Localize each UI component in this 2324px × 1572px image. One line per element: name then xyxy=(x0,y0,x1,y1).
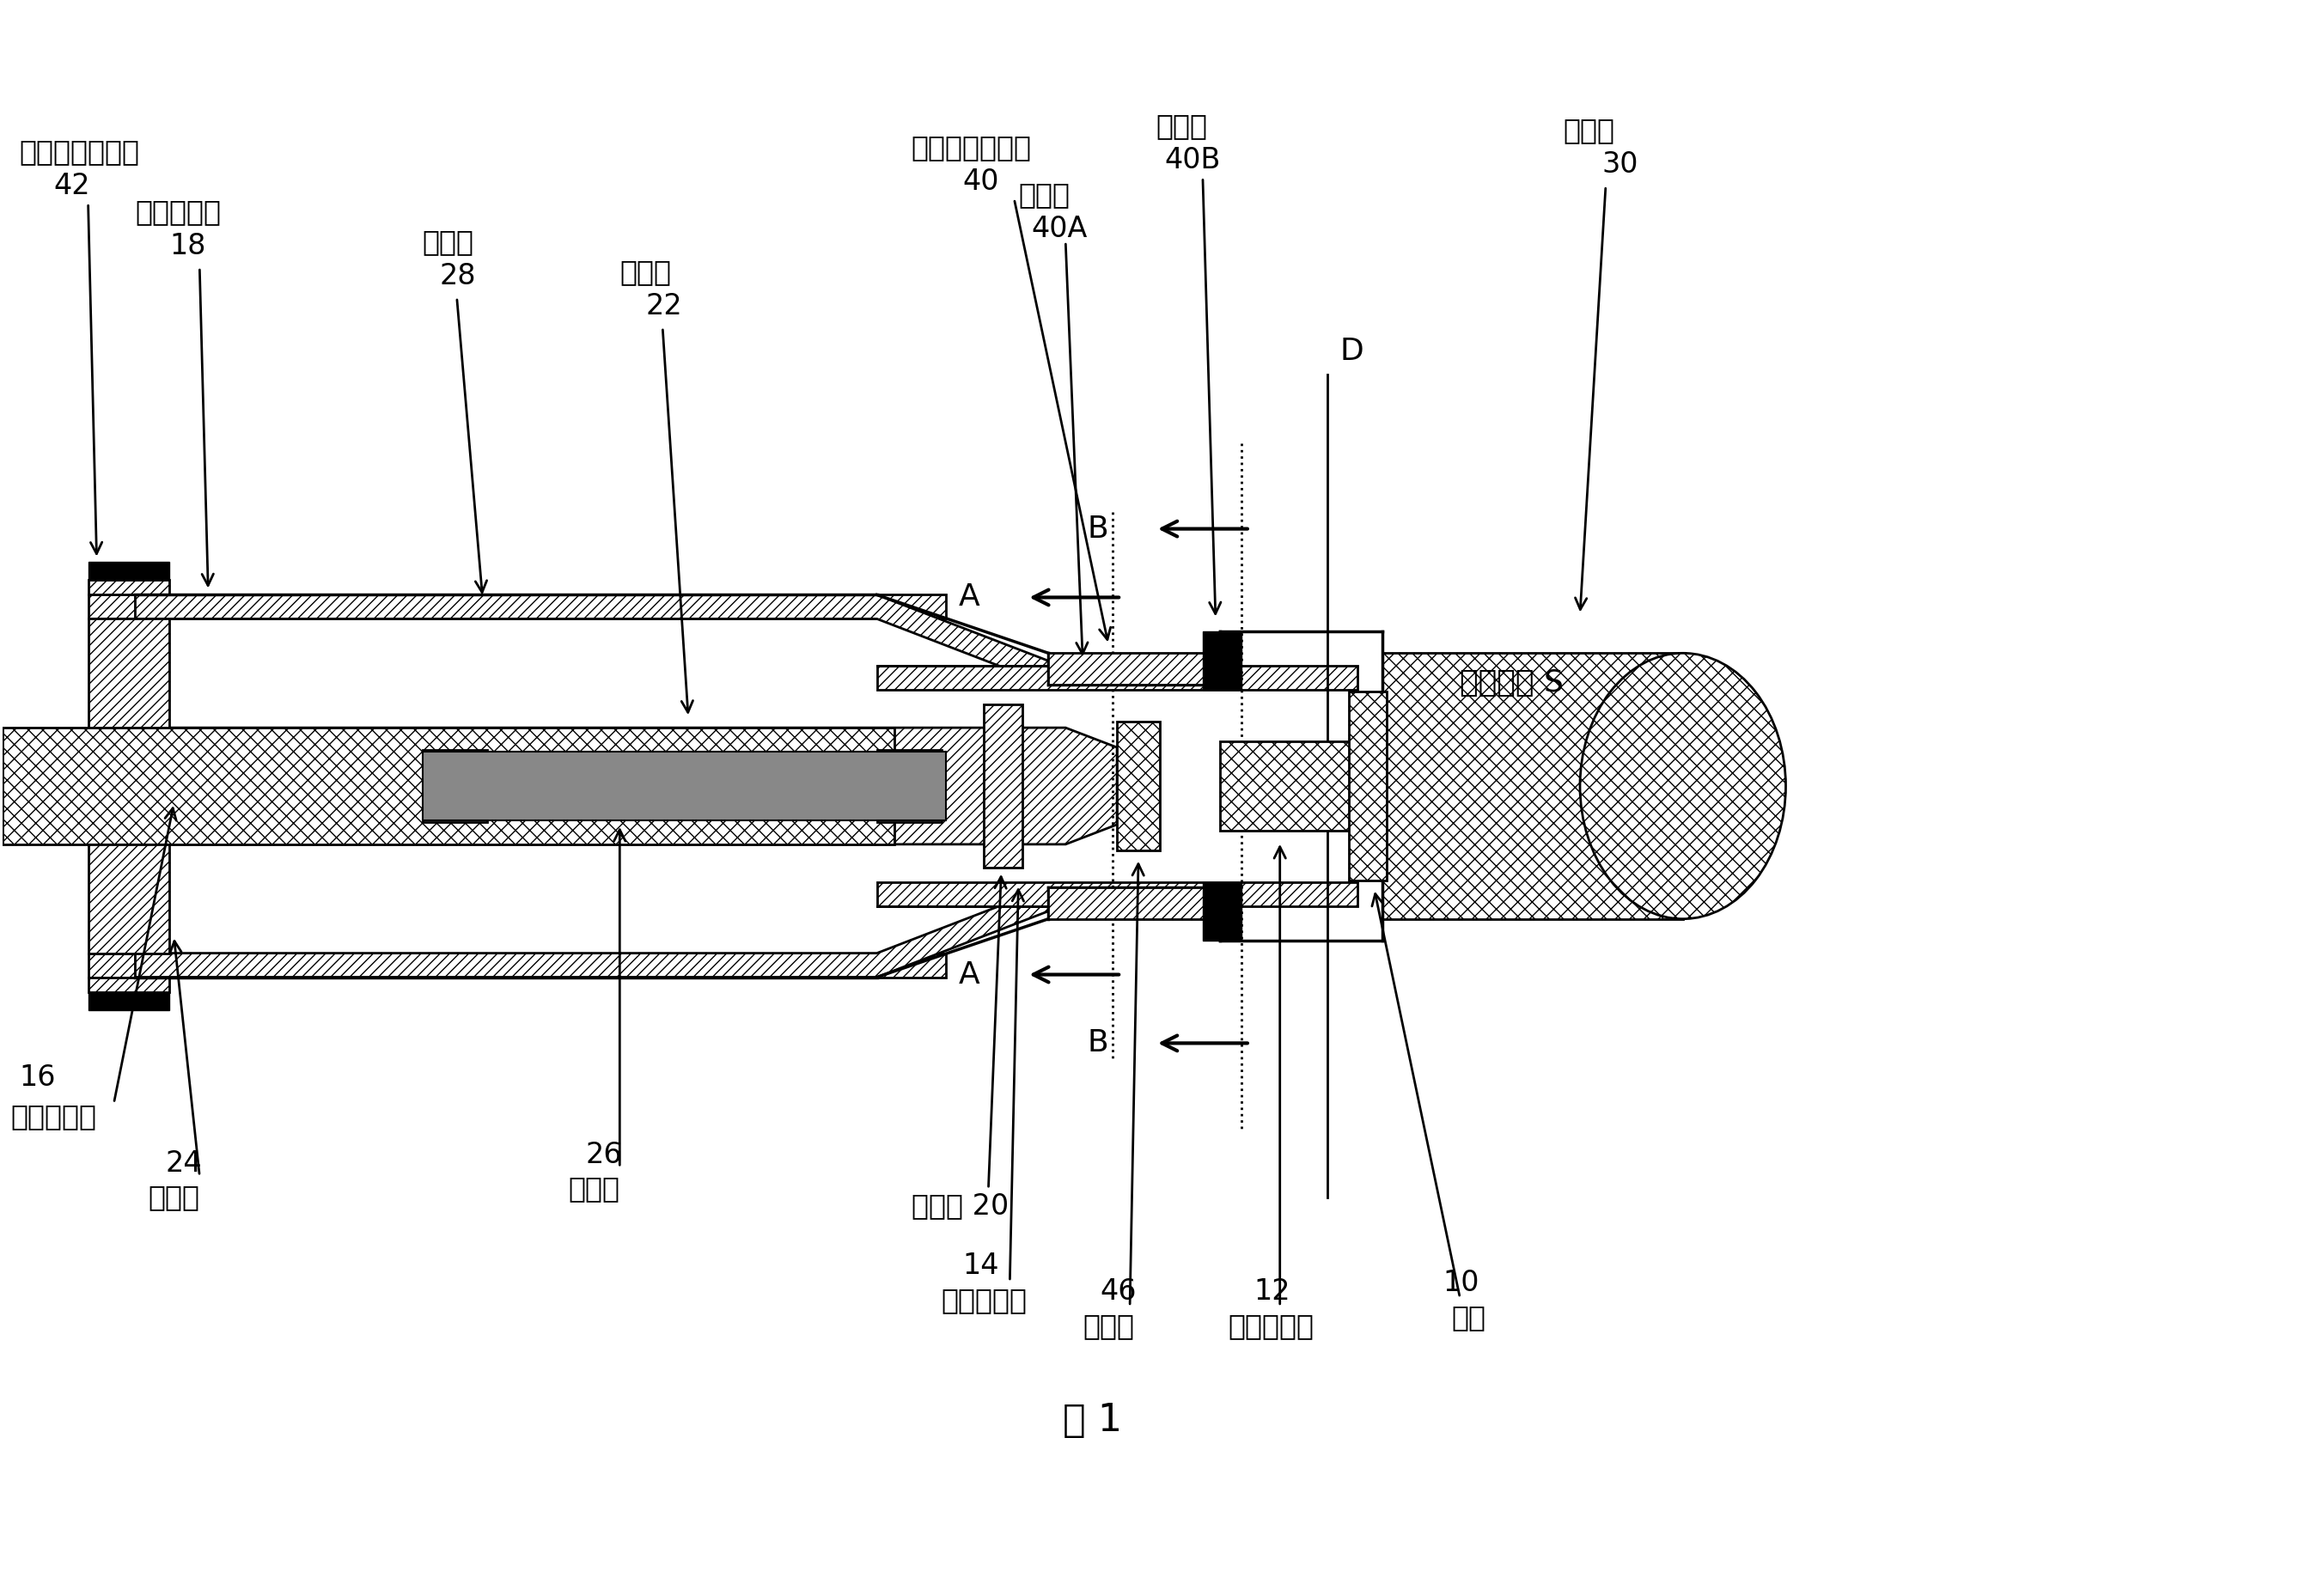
Text: 玻璃管固定部件: 玻璃管固定部件 xyxy=(19,137,139,165)
Text: 12: 12 xyxy=(1255,1278,1290,1306)
Text: 16: 16 xyxy=(19,1063,56,1091)
Text: 10: 10 xyxy=(1443,1269,1480,1297)
Text: D: D xyxy=(1341,336,1364,366)
Text: 42: 42 xyxy=(53,171,91,200)
Text: 内部玻璃管: 内部玻璃管 xyxy=(941,1286,1027,1314)
Bar xyxy=(1118,722,1160,850)
Bar xyxy=(876,667,1357,690)
Text: 放电管: 放电管 xyxy=(1562,116,1615,145)
Bar xyxy=(88,580,170,594)
Text: 图 1: 图 1 xyxy=(1062,1402,1122,1438)
Text: 玻璃管固定部件: 玻璃管固定部件 xyxy=(911,134,1032,162)
Bar xyxy=(88,844,170,953)
Text: 电极: 电极 xyxy=(1452,1303,1485,1331)
Text: 止挡部: 止挡部 xyxy=(1155,112,1206,140)
Text: 18: 18 xyxy=(170,231,207,259)
Text: 40B: 40B xyxy=(1164,146,1220,174)
Bar xyxy=(88,619,170,728)
Text: 46: 46 xyxy=(1099,1278,1136,1306)
Text: 金属环 20: 金属环 20 xyxy=(911,1192,1009,1220)
Bar xyxy=(423,751,946,821)
Bar xyxy=(1383,652,1683,920)
Bar xyxy=(876,690,1357,882)
Ellipse shape xyxy=(1580,652,1785,920)
Bar xyxy=(1204,632,1241,690)
Bar xyxy=(1048,652,1220,685)
Text: 放电空间 S: 放电空间 S xyxy=(1459,668,1564,698)
Polygon shape xyxy=(135,728,1118,844)
Text: 22: 22 xyxy=(646,292,683,321)
Text: 金属箔: 金属箔 xyxy=(569,1174,621,1203)
Text: 外部导线棒: 外部导线棒 xyxy=(12,1102,98,1130)
Polygon shape xyxy=(135,887,1048,978)
Text: 玻璃棒: 玻璃棒 xyxy=(621,258,672,286)
Bar xyxy=(983,704,1023,868)
Text: 金属环: 金属环 xyxy=(149,1184,200,1212)
Text: 14: 14 xyxy=(962,1251,999,1280)
Bar xyxy=(876,750,941,822)
Text: 卷绕箔: 卷绕箔 xyxy=(1083,1313,1134,1341)
Bar xyxy=(1220,742,1383,830)
Bar xyxy=(88,953,946,978)
Bar xyxy=(876,882,1357,905)
Text: 密封管: 密封管 xyxy=(423,228,474,256)
Text: 外部玻璃管: 外部玻璃管 xyxy=(135,198,221,226)
Bar xyxy=(88,992,170,1011)
Text: 内部导线棒: 内部导线棒 xyxy=(1229,1313,1315,1341)
Bar xyxy=(423,750,486,822)
Text: 40A: 40A xyxy=(1032,215,1088,244)
Text: A: A xyxy=(957,583,981,612)
Text: B: B xyxy=(1088,1028,1109,1058)
Text: 卷绕部: 卷绕部 xyxy=(1018,181,1069,209)
Bar xyxy=(1048,887,1220,920)
Bar xyxy=(88,594,946,619)
Text: 26: 26 xyxy=(586,1140,623,1170)
Text: 30: 30 xyxy=(1601,151,1638,179)
Text: 28: 28 xyxy=(439,263,476,291)
Bar xyxy=(1204,882,1241,940)
Bar xyxy=(2,728,895,844)
Text: 40: 40 xyxy=(962,168,999,196)
Bar xyxy=(1348,692,1387,880)
Text: 24: 24 xyxy=(165,1149,202,1177)
Text: A: A xyxy=(957,960,981,989)
Bar xyxy=(88,978,170,992)
Polygon shape xyxy=(135,594,1048,685)
Bar xyxy=(88,561,170,580)
Bar xyxy=(1385,656,1680,916)
Text: B: B xyxy=(1088,514,1109,544)
